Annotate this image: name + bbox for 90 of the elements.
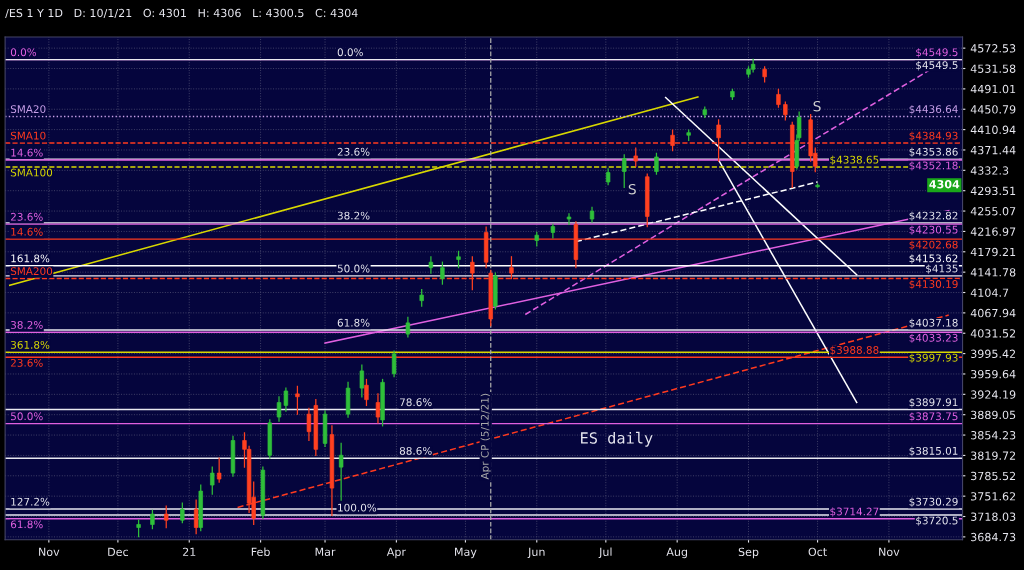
ref-line-label: $4384.93 xyxy=(909,131,958,141)
y-tick-label: 4216.97 xyxy=(970,227,1016,236)
ref-line-label: $4135 xyxy=(926,264,958,274)
ref-line-label: $4352.18 xyxy=(909,161,958,171)
ref-line-label: $4202.68 xyxy=(909,240,958,250)
ref-line-label: $3873.75 xyxy=(909,412,958,422)
annotation: ES daily xyxy=(581,431,653,447)
y-tick-label: 3959.64 xyxy=(971,369,1016,379)
annotation: SMA20 xyxy=(10,105,46,114)
annotation: 361.8% xyxy=(10,340,50,349)
y-tick-label: 4067.94 xyxy=(970,308,1016,318)
annotation: 61.8% xyxy=(10,520,43,529)
annotation: SMA10 xyxy=(10,131,46,140)
y-tick-label: 4332.3 xyxy=(970,166,1009,175)
annotation: 38.2% xyxy=(337,211,370,220)
ref-line-label: $3730.29 xyxy=(909,497,958,508)
ref-line-label: $4338.65 xyxy=(830,155,879,165)
annotation: 100.0% xyxy=(338,503,377,512)
ref-line-label: $4232.82 xyxy=(909,211,958,221)
annotation: 127.2% xyxy=(11,497,50,506)
annotation: 161.8% xyxy=(11,254,50,263)
annotation: 0.0% xyxy=(10,48,37,57)
y-tick-label: 3684.73 xyxy=(971,532,1016,542)
ref-line-label: $3714.27 xyxy=(830,507,879,517)
annotation: S xyxy=(813,100,821,112)
ref-line-label: $3988.88 xyxy=(830,345,879,356)
annotation: 23.6% xyxy=(10,358,43,367)
x-tick-label: Jun xyxy=(527,547,545,559)
y-tick-label: 3785.52 xyxy=(971,471,1016,481)
x-tick-label: Nov xyxy=(39,547,60,557)
annotation: 78.6% xyxy=(400,398,432,407)
annotation: 4304 xyxy=(929,179,960,189)
x-tick-label: Nov xyxy=(879,547,900,557)
annotation: 38.2% xyxy=(10,321,43,329)
y-tick-label: 3889.05 xyxy=(971,410,1016,420)
annotation: 88.6% xyxy=(399,446,432,455)
x-tick-label: May xyxy=(455,547,477,559)
annotation: 23.6% xyxy=(10,212,43,221)
ref-line-label: $3897.91 xyxy=(909,398,958,408)
ref-line-label: $4436.64 xyxy=(909,104,958,115)
x-tick-label: Apr xyxy=(386,547,406,559)
y-tick-label: 4031.52 xyxy=(970,329,1016,338)
x-tick-label: 21 xyxy=(182,547,196,556)
annotation: 14.6% xyxy=(11,148,43,157)
y-tick-label: 4293.51 xyxy=(970,186,1016,196)
y-tick-label: 3924.19 xyxy=(971,390,1016,399)
ref-line-label: $4230.55 xyxy=(909,225,958,235)
annotation: 50.0% xyxy=(11,412,43,421)
y-tick-label: 4141.78 xyxy=(970,268,1016,277)
annotation: 23.6% xyxy=(337,147,370,156)
y-tick-label: 4450.79 xyxy=(970,105,1016,114)
y-tick-label: 4572.53 xyxy=(970,44,1016,53)
y-tick-label: 4255.07 xyxy=(970,207,1016,216)
annotation: SMA200 xyxy=(10,267,53,276)
y-tick-label: 4179.21 xyxy=(970,247,1016,257)
ref-line-label: $4353.86 xyxy=(909,147,958,158)
ref-line-label: $3815.01 xyxy=(909,446,958,457)
ref-line-label: $4549.5 xyxy=(916,60,958,71)
y-tick-label: 3751.62 xyxy=(971,492,1016,501)
ref-line-label: $4037.18 xyxy=(909,318,958,329)
x-tick-label: Oct xyxy=(808,547,827,557)
ref-line-label: $3720.5 xyxy=(916,516,958,526)
y-tick-label: 3995.42 xyxy=(971,349,1016,358)
y-tick-label: 4104.7 xyxy=(970,288,1009,297)
ref-line-label: $4153.62 xyxy=(909,254,958,264)
y-tick-label: 3718.03 xyxy=(971,512,1016,521)
y-tick-label: 3854.23 xyxy=(971,431,1016,440)
ref-line-label: Apr CP (5/12/21) xyxy=(480,393,491,480)
x-tick-label: Sep xyxy=(738,547,759,559)
y-tick-label: 4410.94 xyxy=(970,125,1016,134)
y-tick-label: 4371.44 xyxy=(970,145,1016,155)
ref-line-label: $4130.19 xyxy=(909,279,958,290)
annotation: 50.0% xyxy=(337,264,370,273)
y-tick-label: 4531.58 xyxy=(970,64,1016,73)
annotation: 0.0% xyxy=(337,48,363,57)
ref-line-label: $4033.23 xyxy=(909,333,958,344)
x-tick-label: Aug xyxy=(666,547,688,559)
x-tick-label: Jul xyxy=(598,547,612,559)
annotation: SMA100 xyxy=(10,168,53,177)
annotation: 61.8% xyxy=(337,318,370,327)
y-tick-label: 4491.01 xyxy=(970,84,1016,94)
annotation: S xyxy=(628,183,636,195)
ref-line-label: $4549.5 xyxy=(916,48,958,58)
x-tick-label: Dec xyxy=(108,547,128,557)
annotation: 14.6% xyxy=(11,227,43,236)
y-tick-label: 3819.72 xyxy=(971,451,1016,460)
ref-line-label: $3997.93 xyxy=(909,353,958,364)
x-tick-label: Mar xyxy=(315,547,336,557)
x-tick-label: Feb xyxy=(251,547,270,557)
text: /ES 1 Y 1D D: 10/1/21 O: 4301 H: 4306 L: 4300.5 C: 4304 xyxy=(5,8,358,19)
